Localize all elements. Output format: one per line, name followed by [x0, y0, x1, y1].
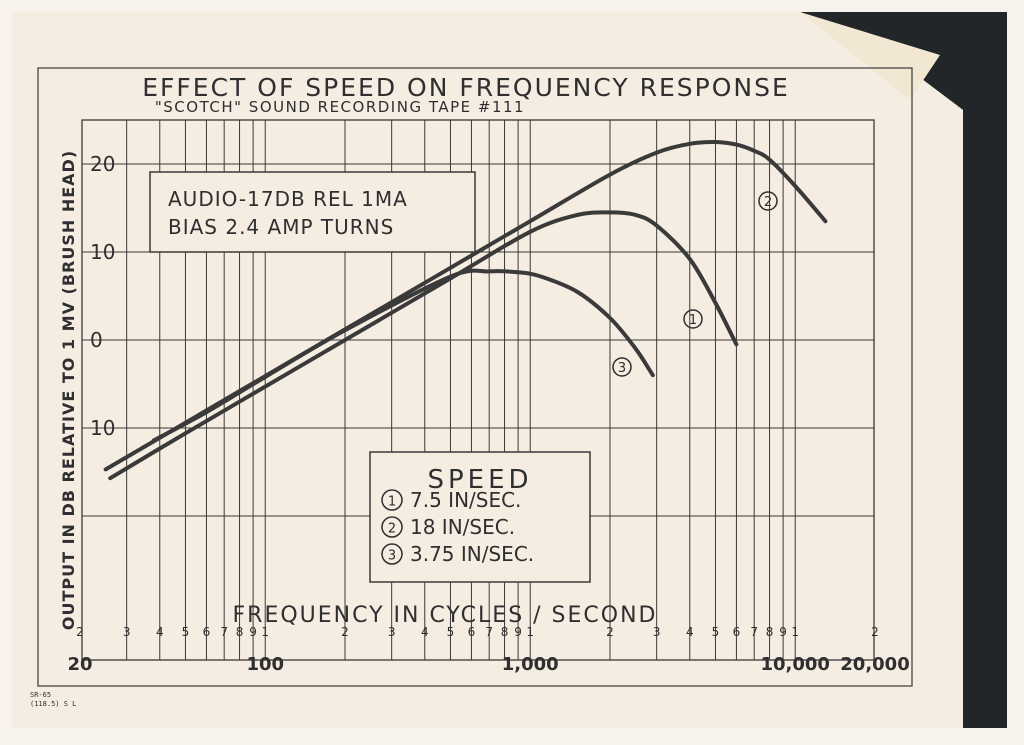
chart-subtitle: "SCOTCH" SOUND RECORDING TAPE #111: [155, 98, 525, 116]
footnote-line-2: (118.5) S L: [30, 700, 76, 708]
x-minor-tick-label: 7: [220, 625, 228, 639]
x-axis-label: FREQUENCY IN CYCLES / SECOND: [233, 603, 658, 628]
x-minor-tick-label: 5: [182, 625, 190, 639]
x-minor-tick-label: 7: [750, 625, 758, 639]
x-minor-tick-label: 4: [686, 625, 694, 639]
outer-frame: [37, 67, 913, 687]
x-major-tick-label: 10,000: [760, 654, 829, 675]
chart-title: EFFECT OF SPEED ON FREQUENCY RESPONSE: [142, 73, 790, 102]
x-minor-tick-label: 1: [791, 625, 799, 639]
x-major-tick-label: 20: [67, 654, 92, 675]
x-minor-tick-label: 6: [468, 625, 476, 639]
x-minor-tick-label: 5: [447, 625, 455, 639]
dark-backing-corner: [800, 12, 1007, 728]
y-axis-label: OUTPUT IN DB RELATIVE TO 1 MV (BRUSH HEA…: [59, 150, 78, 630]
x-minor-tick-label: 3: [653, 625, 661, 639]
folded-corner: [800, 12, 940, 100]
x-minor-tick-label: 2: [76, 625, 84, 639]
x-minor-tick-label: 5: [712, 625, 720, 639]
x-minor-tick-label: 2: [341, 625, 349, 639]
y-tick-labels: 20 10 0 10: [82, 152, 115, 440]
x-minor-tick-label: 9: [514, 625, 522, 639]
annotation-line-2: BIAS 2.4 AMP TURNS: [168, 215, 394, 239]
x-major-tick-labels: 20 100 1,000 10,000 20,000: [67, 654, 909, 675]
y-tick-label: 10: [90, 416, 115, 440]
legend-title: SPEED: [427, 465, 532, 495]
series-marker-label-2: 2: [764, 195, 772, 210]
y-tick-label: 10: [90, 240, 115, 264]
series-line-1: [108, 210, 739, 481]
series-marker-circle-3: [612, 357, 632, 377]
x-minor-tick-label: 6: [203, 625, 211, 639]
legend-item-label: 18 IN/SEC.: [410, 515, 515, 539]
series-marker-label-1: 1: [689, 313, 697, 328]
x-minor-tick-label: 8: [236, 625, 244, 639]
series-marker-label-3: 3: [618, 361, 626, 376]
legend-marker-circle: [381, 489, 403, 511]
x-minor-tick-label: 2: [871, 625, 879, 639]
footnote-line-1: SR-65: [30, 691, 51, 699]
legend-marker-label: 2: [388, 522, 396, 537]
x-minor-tick-label: 9: [249, 625, 257, 639]
x-minor-tick-label: 9: [779, 625, 787, 639]
series-marker-circle-1: [683, 309, 703, 329]
legend-marker-label: 3: [388, 549, 396, 564]
legend-item-label: 7.5 IN/SEC.: [410, 488, 521, 512]
annotation-line-1: AUDIO-17DB REL 1MA: [168, 187, 408, 211]
x-minor-tick-label: 3: [123, 625, 131, 639]
plot-frame: [81, 119, 875, 661]
annotation-box: [149, 171, 476, 253]
x-minor-tick-label: 6: [733, 625, 741, 639]
series-marker-circle-2: [758, 191, 778, 211]
y-tick-label: 0: [90, 328, 103, 352]
x-minor-tick-label: 1: [261, 625, 269, 639]
legend-marker-circle: [381, 516, 403, 538]
x-major-tick-label: 1,000: [502, 654, 559, 675]
legend-marker-circle: [381, 543, 403, 565]
legend-box: [369, 451, 591, 583]
series-curves: [103, 139, 828, 481]
x-minor-tick-label: 8: [766, 625, 774, 639]
x-minor-tick-label: 4: [156, 625, 164, 639]
x-minor-tick-label: 4: [421, 625, 429, 639]
x-minor-tick-label: 3: [388, 625, 396, 639]
x-minor-tick-label: 7: [485, 625, 493, 639]
y-tick-label: 20: [90, 152, 115, 176]
legend: 1 7.5 IN/SEC. 2 18 IN/SEC. 3 3.75 IN/SEC.: [381, 488, 534, 566]
x-major-tick-label: 100: [246, 654, 284, 675]
legend-marker-label: 1: [388, 495, 396, 510]
series-markers: 2 1 3: [612, 191, 778, 377]
chart: AUDIO-17DB REL 1MA BIAS 2.4 AMP TURNS 21…: [59, 119, 910, 675]
series-line-3: [151, 268, 655, 443]
x-minor-tick-label: 1: [526, 625, 534, 639]
x-major-tick-label: 20,000: [840, 654, 909, 675]
legend-item-label: 3.75 IN/SEC.: [410, 542, 534, 566]
x-minor-tick-label: 2: [606, 625, 614, 639]
x-minor-tick-label: 8: [501, 625, 509, 639]
